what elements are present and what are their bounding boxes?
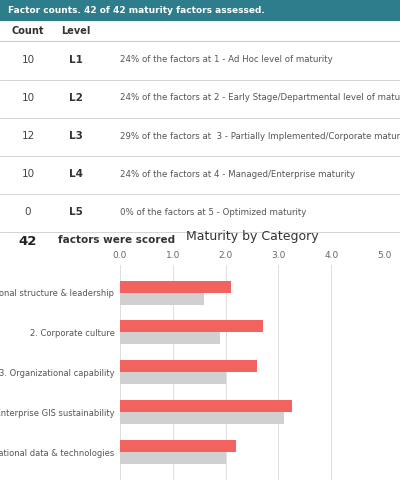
Text: L5: L5 xyxy=(69,207,83,218)
Bar xyxy=(120,361,257,372)
Text: Count: Count xyxy=(12,26,44,36)
Text: 24% of the factors at 2 - Early Stage/Departmental level of maturity: 24% of the factors at 2 - Early Stage/De… xyxy=(120,94,400,102)
Text: 42: 42 xyxy=(19,235,37,247)
Bar xyxy=(120,281,231,293)
Bar xyxy=(120,412,284,424)
Bar xyxy=(120,293,204,304)
Text: 10: 10 xyxy=(22,169,34,179)
Text: L2: L2 xyxy=(69,93,83,103)
Text: 12: 12 xyxy=(21,131,35,141)
Bar xyxy=(120,320,262,333)
Text: 24% of the factors at 1 - Ad Hoc level of maturity: 24% of the factors at 1 - Ad Hoc level o… xyxy=(120,55,333,64)
Bar xyxy=(120,452,226,464)
Text: 0: 0 xyxy=(25,207,31,218)
Text: 10: 10 xyxy=(22,93,34,103)
Text: factors were scored: factors were scored xyxy=(58,235,175,245)
Text: L1: L1 xyxy=(69,55,83,65)
Text: Factor counts. 42 of 42 maturity factors assessed.: Factor counts. 42 of 42 maturity factors… xyxy=(8,6,265,15)
Title: Maturity by Category: Maturity by Category xyxy=(186,230,318,243)
Text: L3: L3 xyxy=(69,131,83,141)
Text: Level: Level xyxy=(61,26,91,36)
Text: 10: 10 xyxy=(22,55,34,65)
Text: 24% of the factors at 4 - Managed/Enterprise maturity: 24% of the factors at 4 - Managed/Enterp… xyxy=(120,170,355,179)
Text: 0% of the factors at 5 - Optimized maturity: 0% of the factors at 5 - Optimized matur… xyxy=(120,208,306,217)
Text: 29% of the factors at  3 - Partially Implemented/Corporate maturity: 29% of the factors at 3 - Partially Impl… xyxy=(120,131,400,141)
Bar xyxy=(120,372,226,384)
Bar xyxy=(120,400,292,412)
Bar xyxy=(120,333,220,344)
FancyBboxPatch shape xyxy=(0,0,400,22)
Text: L4: L4 xyxy=(69,169,83,179)
Bar xyxy=(120,441,236,452)
